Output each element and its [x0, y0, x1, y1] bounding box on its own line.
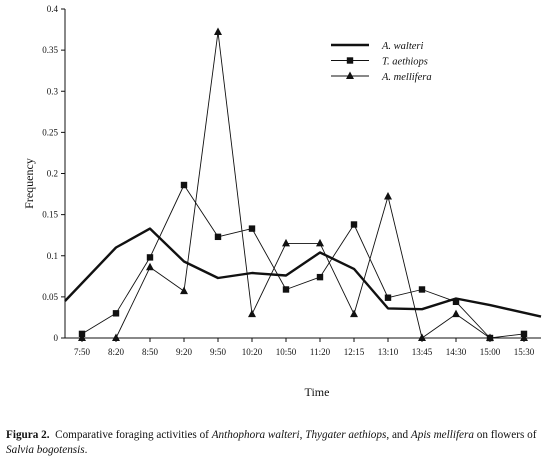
- series-3-triangle-marker: [384, 192, 392, 200]
- y-tick-label: 0: [54, 333, 59, 343]
- line-chart: 0 0.05 0.1 0.15 0.2 0.25 0.3 0.35 0.4 7:50 8:20 8:5…: [22, 4, 542, 399]
- series-line-3: [82, 31, 524, 339]
- series-2-square-marker: [384, 294, 392, 301]
- series-3-triangle-marker: [248, 309, 256, 318]
- series-3-triangle-marker: [282, 238, 290, 247]
- y-tick-label: 0.25: [42, 127, 58, 137]
- x-tick-label: 8:50: [142, 347, 159, 357]
- legend-triangle-marker: [346, 71, 354, 79]
- series-2-square-marker: [180, 181, 188, 189]
- series-2-square-marker: [418, 286, 426, 293]
- series-3-triangle-marker: [214, 27, 222, 36]
- caption-species-3: Apis mellifera: [410, 429, 474, 441]
- x-tick-label: 10:50: [276, 347, 297, 357]
- x-tick-label: 15:30: [514, 347, 535, 357]
- x-tick-label: 13:45: [412, 347, 433, 357]
- x-tick-label: 10:20: [242, 347, 263, 357]
- caption-text-5: .: [84, 444, 88, 456]
- x-tick-label: 9:50: [210, 347, 227, 357]
- caption-text-1: Comparative foraging activities of: [55, 429, 209, 441]
- x-tick-label: 13:10: [378, 347, 399, 357]
- caption-label: Figura 2.: [6, 429, 50, 441]
- legend-label-3: A. mellifera: [381, 72, 432, 83]
- caption-plant: Salvia bogotensis: [6, 444, 85, 456]
- y-tick-label: 0.4: [47, 4, 59, 14]
- x-tick-label: 8:20: [108, 347, 125, 357]
- series-3-triangle-marker: [316, 238, 324, 247]
- series-2-square-marker: [248, 225, 256, 232]
- caption-text-3: , and: [386, 429, 409, 441]
- series-2-square-marker: [214, 233, 222, 241]
- series-3-triangle-marker: [486, 333, 494, 341]
- legend-square-marker: [346, 57, 354, 64]
- x-tick-label: 11:20: [310, 347, 331, 357]
- y-axis-title: Frequency: [22, 158, 36, 209]
- caption-text-2: ,: [299, 429, 303, 441]
- series-2-square-marker: [112, 310, 120, 317]
- series-line-1: [64, 227, 542, 318]
- series-2-square-marker: [282, 286, 290, 293]
- series-3-triangle-marker: [520, 333, 528, 341]
- figure-caption: Figura 2. Comparative foraging activitie…: [6, 428, 546, 458]
- series-3-triangle-marker: [452, 309, 460, 318]
- series-2-square-marker: [146, 254, 154, 261]
- y-tick-label: 0.3: [47, 86, 59, 96]
- y-tick-label: 0.05: [42, 292, 58, 302]
- legend-label-2: T. aethiops: [382, 57, 428, 68]
- series-3-triangle-marker: [146, 262, 154, 271]
- y-tick-label: 0.15: [42, 210, 58, 220]
- series-2-square-marker: [350, 221, 358, 228]
- legend-label-1: A. walteri: [381, 41, 423, 52]
- series-3-triangle-marker: [418, 333, 426, 341]
- caption-species-1: Anthophora walteri: [211, 429, 300, 441]
- chart-figure: 0 0.05 0.1 0.15 0.2 0.25 0.3 0.35 0.4 7:50 8:20 8:5…: [22, 4, 542, 399]
- y-tick-label: 0.1: [47, 251, 58, 261]
- caption-species-2: Thygater aethiops: [305, 429, 387, 441]
- series-3-triangle-marker: [350, 309, 358, 318]
- x-tick-label: 14:30: [446, 347, 467, 357]
- x-axis-title: Time: [305, 385, 330, 399]
- y-tick-label: 0.2: [47, 169, 58, 179]
- series-3-triangle-marker: [112, 333, 120, 341]
- x-tick-label: 7:50: [74, 347, 91, 357]
- x-tick-label: 15:00: [480, 347, 501, 357]
- series-2-square-marker: [316, 273, 324, 281]
- series-line-2: [81, 184, 525, 339]
- y-tick-label: 0.35: [42, 45, 58, 55]
- series-2-square-marker: [452, 298, 460, 306]
- series-3-triangle-marker: [78, 333, 86, 341]
- x-tick-label: 9:20: [176, 347, 193, 357]
- series-3-triangle-marker: [180, 286, 188, 295]
- x-tick-label: 12:15: [344, 347, 365, 357]
- caption-text-4: on flowers of: [476, 429, 537, 441]
